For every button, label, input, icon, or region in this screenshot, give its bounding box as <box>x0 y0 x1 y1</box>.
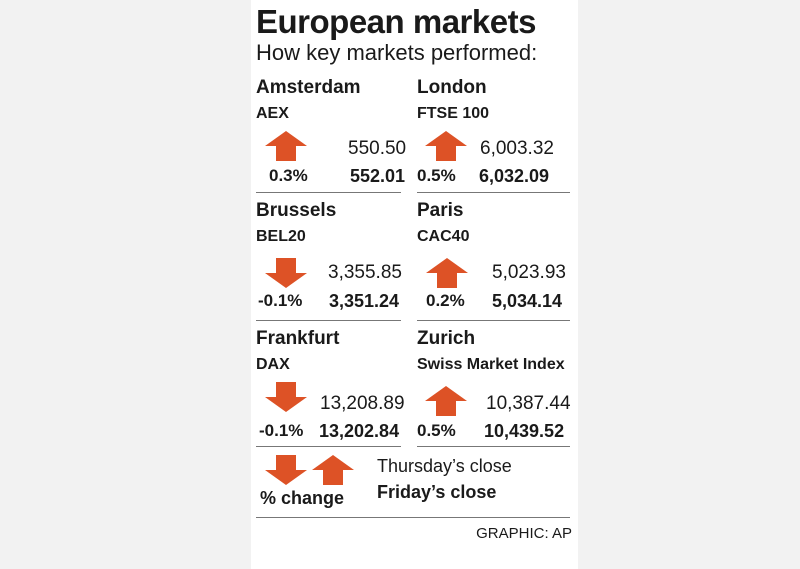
friday-close: 5,034.14 <box>492 291 563 311</box>
row-divider <box>417 192 570 193</box>
arrow-up-icon <box>425 131 467 161</box>
legend-thursday-close: Thursday’s close <box>377 456 512 476</box>
graphic-panel: European markets How key markets perform… <box>251 0 578 569</box>
market-index: BEL20 <box>256 228 306 245</box>
legend-arrow-up-icon <box>312 455 354 485</box>
row-divider <box>256 320 401 321</box>
legend-arrow-down-icon <box>265 455 307 485</box>
row-divider <box>256 446 401 447</box>
friday-close: 6,032.09 <box>479 166 550 186</box>
market-cell-frankfurt: Frankfurt DAX 13,208.89 -0.1% 13,202.84 <box>256 326 416 454</box>
market-city: Brussels <box>256 200 337 221</box>
pct-change: 0.5% <box>417 166 456 185</box>
friday-close: 3,351.24 <box>329 291 400 311</box>
market-city: London <box>417 77 487 98</box>
market-index: Swiss Market Index <box>417 356 565 373</box>
market-cell-brussels: Brussels BEL20 3,355.85 -0.1% 3,351.24 <box>256 198 416 326</box>
pct-change: 0.5% <box>417 421 456 440</box>
graphic-credit: GRAPHIC: AP <box>476 525 572 542</box>
market-cell-zurich: Zurich Swiss Market Index 10,387.44 0.5%… <box>417 326 577 454</box>
thursday-close: 6,003.32 <box>480 138 554 159</box>
arrow-up-icon <box>425 386 467 416</box>
friday-close: 13,202.84 <box>319 421 400 441</box>
arrow-down-icon <box>265 382 307 412</box>
market-index: CAC40 <box>417 228 470 245</box>
arrow-up-icon <box>426 258 468 288</box>
arrow-up-icon <box>265 131 307 161</box>
market-city: Zurich <box>417 328 476 349</box>
thursday-close: 10,387.44 <box>486 393 571 414</box>
legend-divider <box>256 517 570 518</box>
friday-close: 552.01 <box>350 166 406 186</box>
market-city: Paris <box>417 200 464 221</box>
thursday-close: 5,023.93 <box>492 262 566 283</box>
pct-change: 0.3% <box>269 166 308 185</box>
thursday-close: 13,208.89 <box>320 393 405 414</box>
market-index: AEX <box>256 105 289 122</box>
chart-subtitle: How key markets performed: <box>256 40 538 65</box>
legend-friday-close: Friday’s close <box>377 482 497 502</box>
market-index: FTSE 100 <box>417 105 490 122</box>
legend-pct-change: % change <box>260 488 345 508</box>
market-cell-paris: Paris CAC40 5,023.93 0.2% 5,034.14 <box>417 198 577 326</box>
arrow-down-icon <box>265 258 307 288</box>
row-divider <box>417 446 570 447</box>
friday-close: 10,439.52 <box>484 421 565 441</box>
market-city: Amsterdam <box>256 77 361 98</box>
row-divider <box>256 192 401 193</box>
thursday-close: 550.50 <box>348 138 407 159</box>
market-cell-amsterdam: Amsterdam AEX 550.50 0.3% 552.01 <box>256 75 416 203</box>
pct-change: -0.1% <box>258 291 303 310</box>
chart-title: European markets <box>256 3 536 40</box>
thursday-close: 3,355.85 <box>328 262 402 283</box>
market-city: Frankfurt <box>256 328 340 349</box>
market-index: DAX <box>256 356 290 373</box>
market-cell-london: London FTSE 100 6,003.32 0.5% 6,032.09 <box>417 75 577 203</box>
pct-change: 0.2% <box>426 291 465 310</box>
row-divider <box>417 320 570 321</box>
pct-change: -0.1% <box>259 421 304 440</box>
